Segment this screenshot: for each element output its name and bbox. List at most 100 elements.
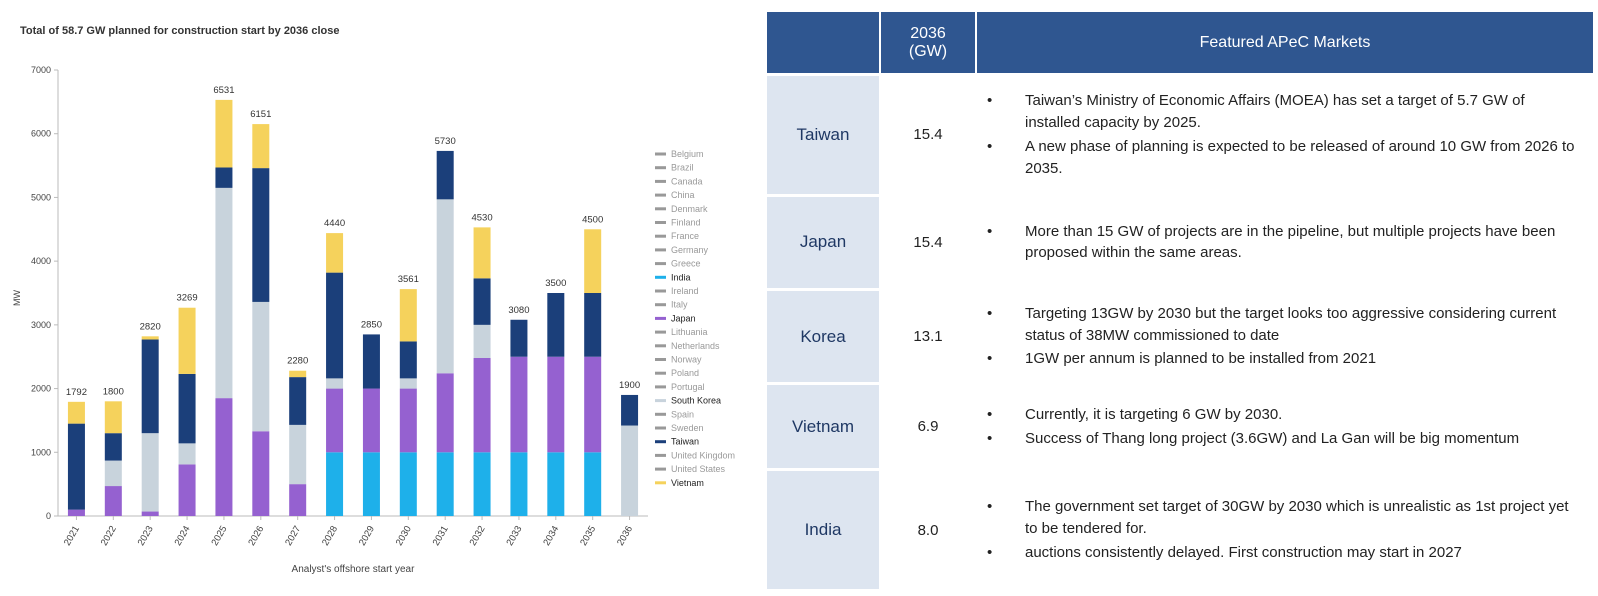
notes-list: • Targeting 13GW by 2030 but the target l… <box>987 303 1583 370</box>
header-market <box>767 12 879 76</box>
bar-segment-taiwan <box>289 377 307 425</box>
note-text: The government set target of 30GW by 203… <box>1025 498 1569 538</box>
bullet-icon: • <box>987 350 993 368</box>
bar-segment-vietnam <box>289 370 307 378</box>
legend-swatch <box>655 234 666 238</box>
legend-label: Belgium <box>671 149 704 159</box>
bullet-icon: • <box>987 304 993 322</box>
note-text: More than 15 GW of projects are in the p… <box>1025 222 1556 262</box>
note-item: • Targeting 13GW by 2030 but the target l… <box>987 303 1583 347</box>
header-featured-markets: Featured APeC Markets <box>977 12 1593 76</box>
legend-swatch <box>655 412 666 416</box>
notes-list: • More than 15 GW of projects are in the … <box>987 221 1583 265</box>
x-tick-label: 2025 <box>209 524 229 548</box>
market-notes: • Targeting 13GW by 2030 but the target l… <box>977 291 1593 386</box>
bar-total-label: 3269 <box>176 293 197 304</box>
bar-segment-japan <box>252 431 270 516</box>
x-tick-label: 2023 <box>136 524 156 548</box>
bar-segment-japan <box>178 464 196 516</box>
x-tick-label: 2032 <box>468 524 488 548</box>
legend-swatch <box>655 193 666 197</box>
bar-segment-taiwan <box>473 278 491 325</box>
table-row: Vietnam 6.9 • Currently, it is targeting 6 … <box>767 385 1593 472</box>
bar-total-label: 2850 <box>361 319 382 330</box>
bar-segment-japan <box>362 388 380 453</box>
bar-segment-taiwan <box>141 339 159 434</box>
bar-segment-south-korea <box>399 378 417 389</box>
bar-segment-vietnam <box>252 124 270 169</box>
y-tick-label: 4000 <box>31 256 51 266</box>
legend-swatch <box>655 453 666 457</box>
bar-segment-vietnam <box>104 401 122 434</box>
legend-label: Vietnam <box>671 478 704 488</box>
table-row: Japan 15.4 • More than 15 GW of projects ar… <box>767 196 1593 291</box>
bar-segment-japan <box>104 486 122 516</box>
bar-segment-japan <box>473 357 491 453</box>
y-tick-label: 3000 <box>31 320 51 330</box>
market-name: Vietnam <box>767 385 879 472</box>
bullet-icon: • <box>987 222 993 240</box>
header-gw: 2036 (GW) <box>881 12 975 76</box>
legend-label: South Korea <box>671 396 721 406</box>
bar-segment-south-korea <box>141 433 159 512</box>
bar-segment-vietnam <box>178 307 196 374</box>
legend-label: Netherlands <box>671 341 720 351</box>
chart-panel: Total of 58.7 GW planned for constructio… <box>0 0 760 596</box>
bar-total-label: 2280 <box>287 356 308 367</box>
market-gw-value: 13.1 <box>881 291 975 386</box>
bar-segment-south-korea <box>436 199 454 374</box>
x-tick-label: 2031 <box>431 524 451 548</box>
bar-segment-vietnam <box>215 99 233 168</box>
bar-segment-india <box>399 452 417 516</box>
note-text: Currently, it is targeting 6 GW by 2030. <box>1025 405 1283 423</box>
legend-swatch <box>655 358 666 361</box>
market-gw-value: 15.4 <box>881 76 975 197</box>
bar-segment-india <box>436 452 454 516</box>
bar-total-label: 3561 <box>398 274 419 285</box>
legend-label: Sweden <box>671 423 704 433</box>
note-item: • 1GW per annum is planned to be installe… <box>987 348 1583 370</box>
note-item: • Success of Thang long project (3.6GW) a… <box>987 428 1583 450</box>
bar-segment-india <box>584 452 602 516</box>
legend-label: Greece <box>671 259 701 269</box>
note-text: Taiwan’s Ministry of Economic Affairs (M… <box>1025 92 1525 132</box>
chart-title: Total of 58.7 GW planned for constructio… <box>20 25 339 37</box>
x-tick-label: 2033 <box>504 524 524 548</box>
x-tick-label: 2026 <box>246 524 266 548</box>
legend-label: Poland <box>671 368 699 378</box>
legend-label: Spain <box>671 409 694 419</box>
x-tick-label: 2024 <box>173 524 193 548</box>
legend-swatch <box>655 481 666 485</box>
bar-total-label: 3080 <box>508 305 529 316</box>
bar-total-label: 2820 <box>140 321 161 332</box>
bar-segment-south-korea <box>289 424 307 485</box>
x-tick-label: 2022 <box>99 524 119 548</box>
bar-segment-taiwan <box>252 168 270 302</box>
legend-swatch <box>655 166 666 170</box>
bar-segment-japan <box>399 388 417 453</box>
bar-segment-india <box>510 452 528 516</box>
legend-label: Italy <box>671 300 688 310</box>
bullet-icon: • <box>987 498 993 516</box>
bar-segment-taiwan <box>584 293 602 357</box>
legend-swatch <box>655 152 666 156</box>
stacked-bar-chart: Total of 58.7 GW planned for constructio… <box>12 25 735 575</box>
bar-segment-japan <box>510 356 528 453</box>
note-text: Success of Thang long project (3.6GW) an… <box>1025 429 1520 447</box>
legend-swatch <box>655 303 666 307</box>
legend-swatch <box>655 385 666 389</box>
y-tick-label: 5000 <box>31 192 51 202</box>
legend-swatch <box>655 399 666 403</box>
bar-segment-india <box>326 452 344 516</box>
legend-label: Portugal <box>671 382 705 392</box>
bar-segment-south-korea <box>178 443 196 465</box>
bar-segment-south-korea <box>621 425 639 516</box>
bar-segment-south-korea <box>104 460 122 487</box>
note-text: Targeting 13GW by 2030 but the target lo… <box>1025 304 1557 344</box>
bar-segment-vietnam <box>326 233 344 273</box>
y-tick-label: 7000 <box>31 65 51 75</box>
market-name: Taiwan <box>767 76 879 197</box>
note-text: A new phase of planning is expected to b… <box>1025 137 1575 177</box>
x-tick-label: 2029 <box>357 524 377 548</box>
notes-list: • Taiwan’s Ministry of Economic Affairs (… <box>987 90 1583 179</box>
